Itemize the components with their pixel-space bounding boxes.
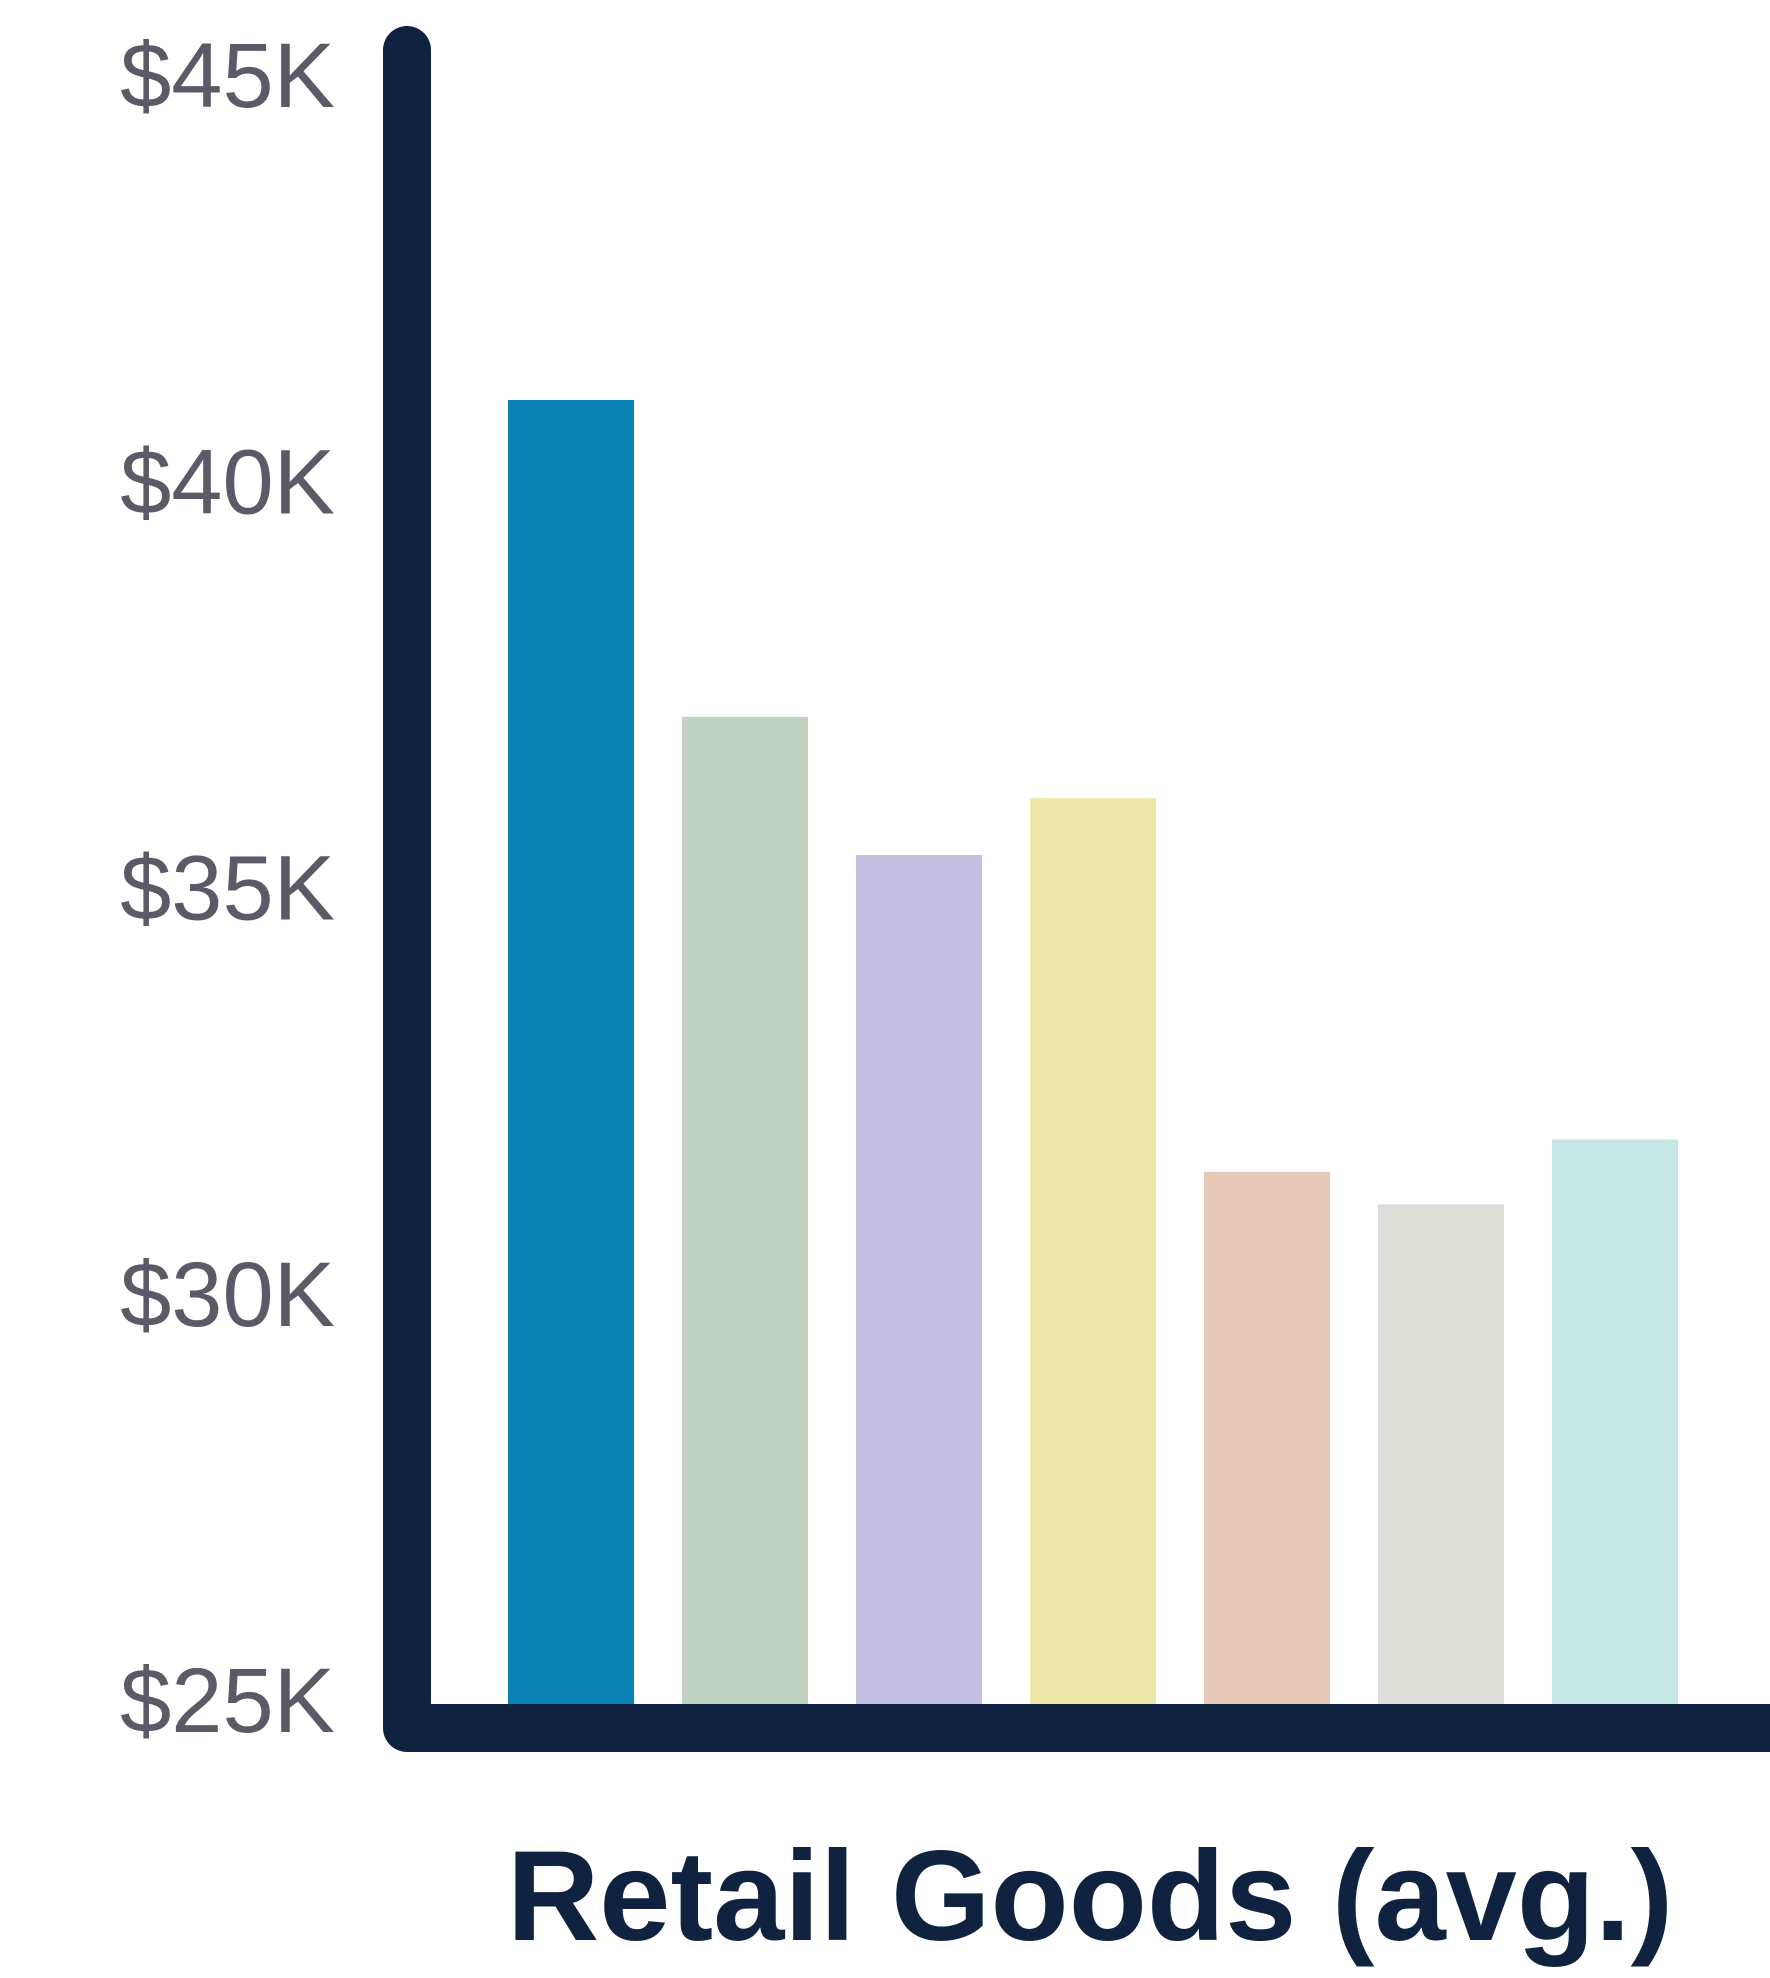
bar-7	[1552, 1139, 1678, 1710]
bar-4	[1030, 798, 1156, 1710]
bar-1	[508, 400, 634, 1710]
y-tick-label: $25K	[120, 1650, 335, 1752]
bar-5	[1204, 1171, 1330, 1710]
bars-group	[508, 400, 1678, 1710]
y-tick-label: $45K	[120, 25, 335, 127]
y-tick-label: $40K	[120, 431, 335, 533]
bar-2	[682, 716, 808, 1710]
y-tick-label: $30K	[120, 1244, 335, 1346]
y-tick-label: $35K	[120, 838, 335, 940]
x-axis-title: Retail Goods (avg.)	[507, 1825, 1673, 1968]
bar-6	[1378, 1204, 1504, 1710]
y-tick-labels: $45K $40K $35K $30K $25K	[120, 25, 335, 1752]
bar-3	[856, 855, 982, 1710]
